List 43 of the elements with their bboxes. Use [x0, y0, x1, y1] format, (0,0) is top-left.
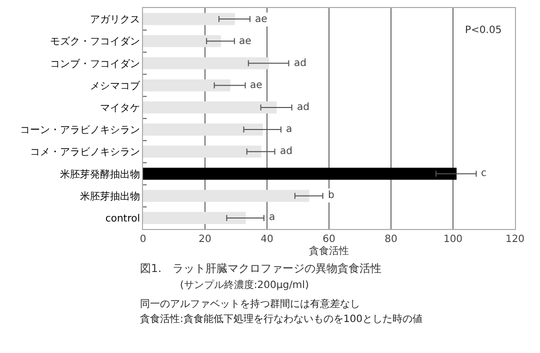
y-tick-label: メシマコブ: [90, 80, 141, 92]
data-label: a: [286, 124, 292, 135]
y-tick-label: control: [105, 213, 140, 224]
bar: [143, 13, 235, 26]
x-tick-label: 40: [260, 234, 274, 245]
data-label: ad: [280, 146, 292, 157]
bar: [143, 168, 457, 180]
text: (サンプル終濃度:200μg/ml): [180, 279, 309, 291]
x-tick-label: 60: [322, 234, 336, 245]
x-tick-label: 20: [198, 234, 212, 245]
y-tick-label: マイタケ: [100, 102, 140, 114]
text: 同一のアルファベットを持つ群間には有意差なし: [140, 298, 360, 310]
data-label: a: [269, 212, 276, 223]
text: 図1. ラット肝臓マクロファージの異物貪食活性: [140, 262, 382, 275]
y-tick-label: アガリクス: [90, 14, 140, 26]
bar: [143, 190, 310, 202]
data-label: ae: [250, 80, 262, 91]
annotation: P<0.05: [465, 25, 502, 36]
x-axis-title: 貪食活性: [309, 245, 349, 257]
bar: [143, 79, 230, 92]
bar: [143, 101, 277, 114]
data-label: c: [481, 168, 486, 179]
bar: [143, 57, 270, 70]
x-tick-label: 100: [443, 234, 463, 245]
y-tick-label: 米胚芽抽出物: [80, 190, 140, 202]
x-tick-label: 120: [505, 234, 525, 245]
data-label: ae: [255, 14, 268, 25]
bar: [143, 146, 262, 158]
text: 貪食活性:貪食能低下処理を行なわないものを100とした時の値: [140, 313, 422, 325]
y-tick-label: 米胚芽発酵抽出物: [60, 168, 140, 180]
data-label: ae: [239, 36, 252, 47]
y-tick-label: コーン・アラビノキシラン: [20, 125, 140, 136]
x-tick-label: 80: [384, 234, 398, 245]
y-tick-label: コンブ・フコイダン: [50, 58, 140, 70]
data-label: b: [328, 190, 334, 201]
x-tick-label: 0: [140, 234, 146, 245]
data-label: ad: [294, 58, 306, 69]
bar: [143, 35, 221, 48]
bar: [143, 124, 263, 136]
y-tick-label: コメ・アラビノキシラン: [30, 147, 140, 158]
y-tick-label: モズク・フコイダン: [50, 36, 140, 48]
bar: [143, 212, 246, 224]
data-label: ad: [297, 102, 310, 113]
